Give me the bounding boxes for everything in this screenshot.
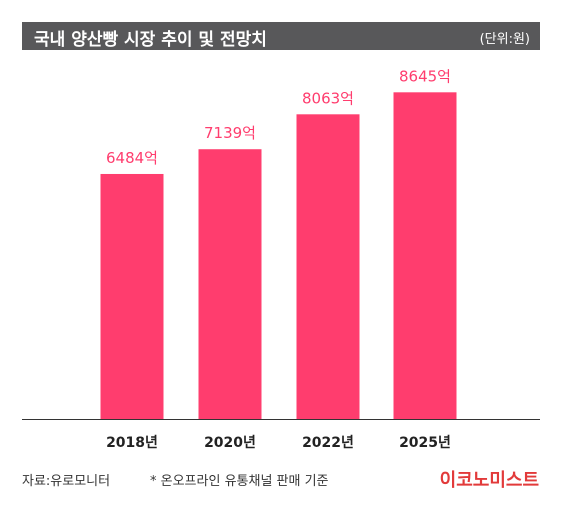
title-bar: 국내 양산빵 시장 추이 및 전망치 (단위:원) [22, 22, 540, 50]
data-label-2: 8063억 [302, 89, 354, 107]
publisher-logo: 이코노미스트 [439, 470, 539, 491]
source-note: 자료:유로모니터 [22, 474, 111, 489]
x-tick-label-2: 2022년 [302, 435, 354, 451]
chart-title: 국내 양산빵 시장 추이 및 전망치 [34, 30, 267, 50]
x-tick-label-3: 2025년 [399, 435, 451, 451]
x-tick-label-0: 2018년 [106, 435, 158, 451]
bar-1 [198, 149, 262, 419]
footnote: * 온오프라인 유통채널 판매 기준 [150, 474, 329, 489]
bar-2 [296, 114, 360, 420]
bar-0 [100, 173, 164, 419]
data-label-3: 8645억 [399, 67, 451, 85]
x-tick-label-1: 2020년 [204, 435, 256, 451]
data-label-1: 7139억 [204, 124, 256, 142]
unit-label: (단위:원) [479, 32, 530, 47]
bar-3 [393, 92, 457, 419]
data-label-0: 6484억 [106, 149, 158, 167]
